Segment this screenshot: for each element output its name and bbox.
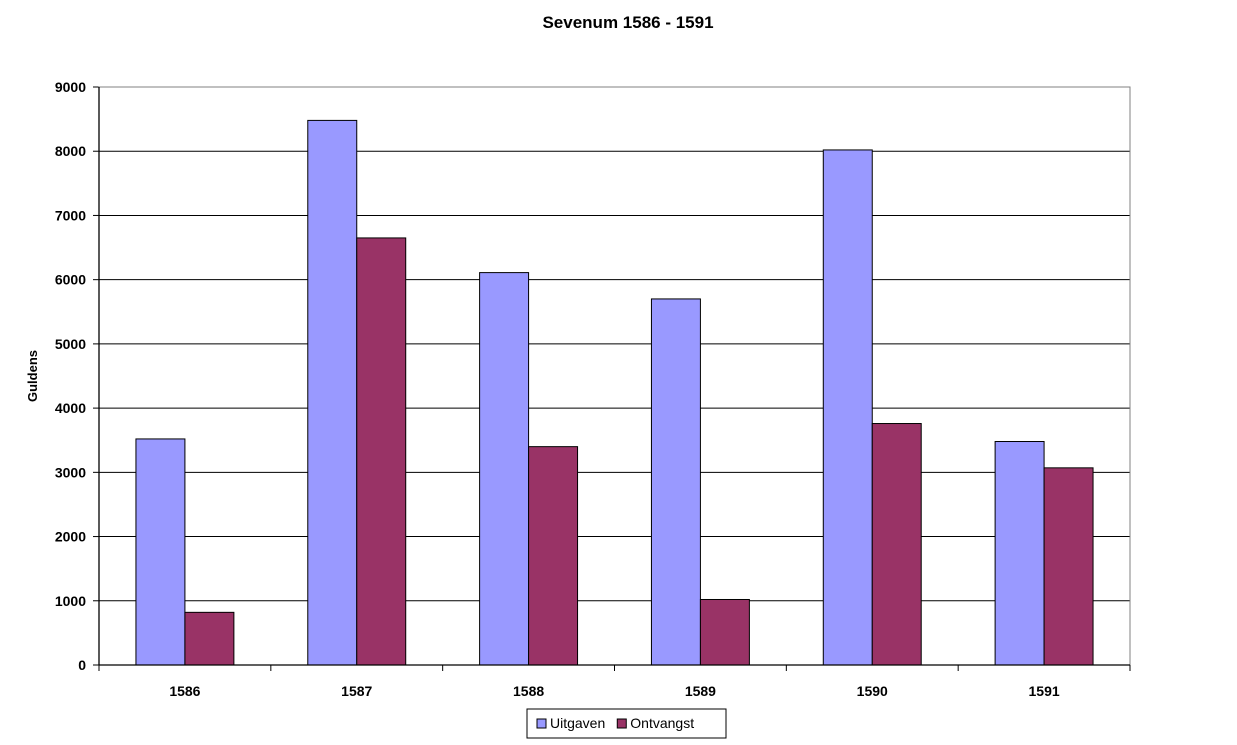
bar-uitgaven-1590	[822, 149, 873, 666]
y-tick-label: 3000	[55, 464, 86, 480]
y-tick-label: 5000	[55, 336, 86, 352]
x-tick-label: 1591	[1029, 683, 1060, 699]
legend-label-ontvangst: Ontvangst	[630, 715, 694, 731]
bar-ontvangst-1587	[356, 237, 407, 666]
x-tick-label: 1588	[513, 683, 544, 699]
bar-ontvangst-1591	[1043, 467, 1094, 666]
y-tick-label: 7000	[55, 207, 86, 223]
bar-uitgaven-1591	[994, 441, 1045, 666]
y-tick-labels: 0 1000 2000 3000 4000 5000 6000 7000 8000 9000	[55, 79, 86, 673]
bar-uitgaven-1586	[135, 438, 186, 666]
bars	[135, 119, 1094, 666]
y-tick-label: 6000	[55, 272, 86, 288]
bar-uitgaven-1588	[479, 272, 530, 666]
bar-ontvangst-1590	[871, 423, 922, 666]
legend-swatch-ontvangst	[616, 718, 627, 729]
plot-area-border	[98, 86, 1131, 666]
y-tick-label: 8000	[55, 143, 86, 159]
legend-swatch-uitgaven	[536, 718, 547, 729]
axes	[93, 86, 1131, 671]
x-tick-label: 1586	[169, 683, 200, 699]
y-tick-label: 1000	[55, 593, 86, 609]
y-tick-label: 4000	[55, 400, 86, 416]
legend-label-uitgaven: Uitgaven	[550, 715, 605, 731]
gridlines	[99, 86, 1130, 602]
x-tick-labels: 1586 1587 1588 1589 1590 1591	[169, 683, 1060, 699]
bar-uitgaven-1589	[650, 298, 701, 666]
y-axis-label: Guldens	[25, 350, 40, 402]
chart-title: Sevenum 1586 - 1591	[542, 13, 713, 32]
legend: Uitgaven Ontvangst	[526, 708, 727, 739]
x-tick-label: 1589	[685, 683, 716, 699]
y-tick-label: 2000	[55, 529, 86, 545]
bar-ontvangst-1586	[184, 611, 235, 666]
bar-ontvangst-1588	[528, 446, 579, 666]
bar-uitgaven-1587	[307, 119, 358, 666]
x-tick-label: 1587	[341, 683, 372, 699]
bar-ontvangst-1589	[699, 598, 750, 666]
y-tick-label: 0	[78, 657, 86, 673]
x-tick-label: 1590	[857, 683, 888, 699]
y-tick-label: 9000	[55, 79, 86, 95]
